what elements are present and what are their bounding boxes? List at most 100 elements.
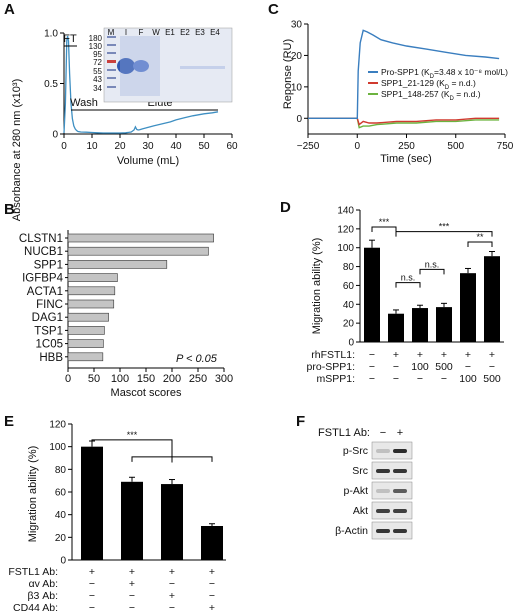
b-xtick-label: 100 — [111, 373, 129, 385]
panel-c-legend: Pro-SPP1 (KD=3.48 x 10⁻⁸ mol/L)SPP1_21-1… — [368, 67, 508, 102]
E-row-cell: − — [209, 590, 215, 602]
D-bar-5 — [484, 256, 500, 342]
b-bar-SPP1 — [67, 260, 168, 269]
c-xtick-label: 500 — [447, 141, 464, 152]
b-bar-HBB — [67, 352, 104, 362]
b-cat-label: NUCB1 — [24, 246, 63, 258]
E-row-cell: − — [169, 602, 175, 613]
D-ytick-label: 20 — [343, 319, 355, 330]
panel-e: E Migration ability (%) 020406080100120 … — [4, 413, 226, 613]
c-xtick-label: −250 — [297, 141, 320, 152]
D-row-cell: + — [417, 349, 423, 361]
f-blot-box — [371, 521, 413, 540]
E-row-cell: − — [129, 590, 135, 602]
b-cat-label: ACTA1 — [27, 286, 63, 298]
gel-lane-label: E1 — [165, 28, 175, 37]
gel-marker-label: 130 — [89, 42, 103, 51]
f-blot-box — [371, 501, 413, 520]
D-row-cell: − — [417, 373, 423, 385]
c-legend-entry-2: SPP1_148-257 (KD = n.d.) — [381, 89, 481, 102]
b-cat-label: CLSTN1 — [19, 233, 63, 245]
f-blot-band — [376, 529, 390, 533]
a-xtick-label: 10 — [86, 141, 98, 152]
b-bar-CLSTN1 — [67, 233, 214, 243]
D-row-cell: − — [369, 373, 375, 385]
E-row-label: FSTL1 Ab: — [8, 566, 58, 578]
c-xtick-label: 750 — [497, 141, 514, 152]
panel-e-label: E — [4, 413, 14, 430]
D-ytick-label: 100 — [337, 243, 354, 254]
panel-d-significance: *** *** n.s. n.s. ** — [371, 217, 493, 288]
d-sig-bracket-0-1-text: *** — [379, 217, 390, 227]
D-ytick-label: 120 — [337, 224, 354, 235]
d-sig-bracket-1-5 — [395, 231, 493, 237]
D-row-cell: + — [393, 349, 399, 361]
D-row-cell: 100 — [459, 373, 477, 385]
f-blot-label: Akt — [353, 505, 368, 517]
panel-a-yticks: 0 0.5 1.0 — [44, 29, 64, 141]
b-xtick-label: 150 — [137, 373, 155, 385]
D-ytick-label: 0 — [348, 338, 354, 349]
panel-e-yticks: 0 20 40 60 80 100 120 — [49, 420, 72, 567]
E-row-cell: − — [89, 590, 95, 602]
D-bar-4 — [460, 273, 476, 342]
panel-c-series — [308, 29, 500, 129]
panel-c-xlabel: Time (sec) — [380, 153, 432, 165]
E-row-cell: + — [169, 566, 175, 578]
panel-f-header-plus: + — [397, 427, 403, 439]
E-row-label: CD44 Ab: — [13, 602, 58, 613]
d-sig-bracket-2-3-text: n.s. — [425, 259, 440, 269]
a-ytick-label: 0 — [52, 130, 58, 141]
b-cat-label: 1C05 — [36, 339, 64, 351]
E-bar-2 — [161, 484, 183, 560]
panel-d-label: D — [280, 199, 291, 216]
gel-band-input — [117, 58, 135, 74]
panel-f-header-label: FSTL1 Ab: — [318, 427, 370, 439]
c-ytick-label: 20 — [291, 51, 303, 62]
E-row-cell: + — [209, 602, 215, 613]
E-ytick-label: 20 — [55, 533, 67, 544]
D-ytick-label: 140 — [337, 206, 354, 217]
E-row-label: αv Ab: — [29, 578, 58, 590]
a-xtick-label: 30 — [142, 141, 154, 152]
E-row-label: β3 Ab: — [27, 590, 58, 602]
d-sig-bracket-1-2-text: n.s. — [401, 273, 416, 283]
E-bar-1 — [121, 481, 143, 560]
D-row-cell: + — [441, 349, 447, 361]
E-ytick-label: 40 — [55, 510, 67, 521]
gel-marker-label: 34 — [93, 84, 102, 93]
panel-f: F FSTL1 Ab: − + p-Src Src p-Akt Akt β-Actin — [296, 413, 413, 540]
b-cat-label: DAG1 — [32, 312, 63, 324]
panel-e-significance: *** — [91, 430, 213, 463]
b-cat-label: TSP1 — [34, 325, 63, 337]
b-bar-FINC — [67, 299, 115, 309]
gel-lane-label: W — [152, 28, 160, 37]
E-row-cell: − — [169, 578, 175, 590]
D-row-cell: 100 — [411, 361, 429, 373]
b-bar-IGFBP4 — [67, 273, 118, 282]
E-bar-0 — [81, 446, 103, 560]
E-row-cell: − — [209, 578, 215, 590]
b-bar-NUCB1 — [67, 246, 209, 256]
gel-marker-label: 55 — [93, 67, 102, 76]
D-row-cell: − — [489, 361, 495, 373]
D-bar-0 — [364, 247, 380, 342]
panel-f-blots: p-Src Src p-Akt Akt β-Actin — [335, 441, 413, 540]
gel-lane-label: E2 — [180, 28, 190, 37]
D-bar-2 — [412, 308, 428, 342]
gel-lane-labels: M I F W E1 E2 E3 E4 — [108, 28, 221, 37]
D-row-cell: − — [465, 361, 471, 373]
E-ytick-label: 60 — [55, 488, 67, 499]
panel-c-xticks: −250 0 250 500 750 — [297, 134, 514, 152]
b-xtick-label: 0 — [65, 373, 71, 385]
c-xtick-label: 250 — [398, 141, 415, 152]
D-row-cell: − — [393, 373, 399, 385]
panel-e-condition-table: FSTL1 Ab: + + + +αv Ab: − + − −β3 Ab: − − + −CD44 Ab… — [8, 566, 215, 613]
a-xtick-label: 40 — [170, 141, 182, 152]
panel-a-label: A — [4, 1, 15, 18]
D-ytick-label: 60 — [343, 281, 355, 292]
b-xtick-label: 250 — [189, 373, 207, 385]
gel-band-elutes — [180, 66, 225, 69]
f-blot-band — [376, 449, 390, 453]
